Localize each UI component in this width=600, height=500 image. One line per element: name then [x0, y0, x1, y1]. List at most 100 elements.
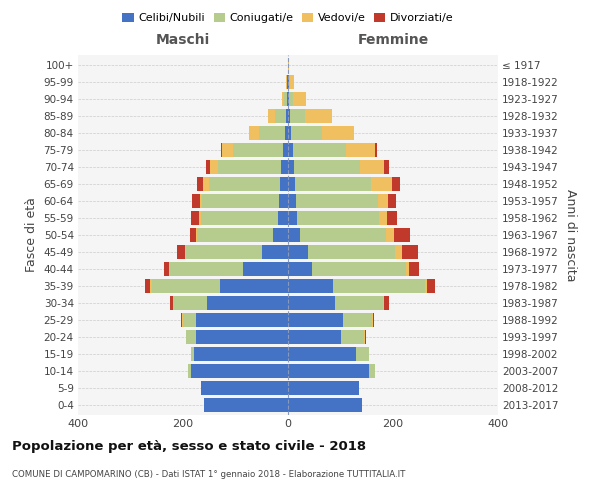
Bar	[262, 245, 288, 259]
Bar	[370, 364, 374, 378]
Bar	[259, 126, 286, 140]
Bar	[209, 177, 280, 191]
Bar	[283, 143, 288, 157]
Bar	[244, 262, 288, 276]
Bar	[190, 228, 196, 242]
Bar	[299, 228, 386, 242]
Bar	[192, 194, 200, 208]
Y-axis label: Anni di nascita: Anni di nascita	[565, 188, 577, 281]
Bar	[296, 194, 378, 208]
Bar	[383, 296, 389, 310]
Bar	[204, 398, 288, 412]
Bar	[191, 211, 199, 225]
Bar	[288, 143, 293, 157]
Text: Femmine: Femmine	[358, 32, 428, 46]
Bar	[290, 109, 305, 123]
Bar	[220, 279, 288, 293]
Bar	[346, 143, 374, 157]
Bar	[394, 228, 410, 242]
Bar	[193, 347, 288, 361]
Bar	[308, 245, 395, 259]
Bar	[293, 143, 346, 157]
Bar	[288, 313, 343, 327]
Bar	[286, 109, 288, 123]
Bar	[210, 160, 218, 174]
Bar	[360, 160, 383, 174]
Bar	[373, 313, 374, 327]
Bar	[356, 347, 370, 361]
Bar	[288, 126, 290, 140]
Bar	[343, 313, 372, 327]
Bar	[395, 245, 403, 259]
Bar	[332, 279, 425, 293]
Bar	[286, 126, 288, 140]
Bar	[170, 296, 173, 310]
Bar	[365, 330, 366, 344]
Bar	[281, 160, 288, 174]
Bar	[371, 177, 392, 191]
Text: COMUNE DI CAMPOMARINO (CB) - Dati ISTAT 1° gennaio 2018 - Elaborazione TUTTITALI: COMUNE DI CAMPOMARINO (CB) - Dati ISTAT …	[12, 470, 406, 479]
Bar	[196, 330, 288, 344]
Bar	[409, 262, 419, 276]
Bar	[151, 279, 220, 293]
Bar	[274, 228, 288, 242]
Bar	[182, 313, 183, 327]
Bar	[295, 160, 360, 174]
Bar	[202, 194, 278, 208]
Bar	[372, 313, 373, 327]
Bar	[288, 58, 289, 72]
Bar	[288, 177, 295, 191]
Bar	[202, 381, 288, 395]
Bar	[288, 92, 289, 106]
Bar	[288, 245, 308, 259]
Legend: Celibi/Nubili, Coniugati/e, Vedovi/e, Divorziati/e: Celibi/Nubili, Coniugati/e, Vedovi/e, Di…	[118, 8, 458, 28]
Bar	[288, 347, 356, 361]
Text: Maschi: Maschi	[156, 32, 210, 46]
Bar	[176, 245, 185, 259]
Bar	[278, 194, 288, 208]
Bar	[288, 109, 290, 123]
Bar	[425, 279, 427, 293]
Bar	[341, 330, 364, 344]
Bar	[197, 228, 274, 242]
Bar	[403, 245, 418, 259]
Bar	[288, 330, 341, 344]
Bar	[288, 262, 311, 276]
Bar	[233, 143, 283, 157]
Bar	[288, 194, 296, 208]
Bar	[169, 262, 170, 276]
Bar	[289, 75, 290, 89]
Bar	[383, 160, 389, 174]
Bar	[289, 92, 293, 106]
Bar	[379, 211, 387, 225]
Bar	[374, 143, 377, 157]
Bar	[181, 313, 182, 327]
Bar	[311, 262, 406, 276]
Bar	[280, 177, 288, 191]
Bar	[387, 211, 397, 225]
Bar	[170, 262, 244, 276]
Bar	[218, 160, 281, 174]
Bar	[364, 330, 365, 344]
Bar	[298, 211, 379, 225]
Bar	[388, 194, 396, 208]
Bar	[288, 279, 332, 293]
Bar	[145, 279, 151, 293]
Bar	[288, 381, 359, 395]
Bar	[288, 398, 361, 412]
Bar	[286, 75, 287, 89]
Bar	[290, 126, 322, 140]
Text: Popolazione per età, sesso e stato civile - 2018: Popolazione per età, sesso e stato civil…	[12, 440, 366, 453]
Y-axis label: Fasce di età: Fasce di età	[25, 198, 38, 272]
Bar	[275, 109, 286, 123]
Bar	[223, 143, 233, 157]
Bar	[173, 296, 206, 310]
Bar	[282, 92, 284, 106]
Bar	[427, 279, 435, 293]
Bar	[335, 296, 383, 310]
Bar	[196, 228, 197, 242]
Bar	[288, 160, 295, 174]
Bar	[295, 177, 371, 191]
Bar	[287, 92, 288, 106]
Bar	[284, 92, 287, 106]
